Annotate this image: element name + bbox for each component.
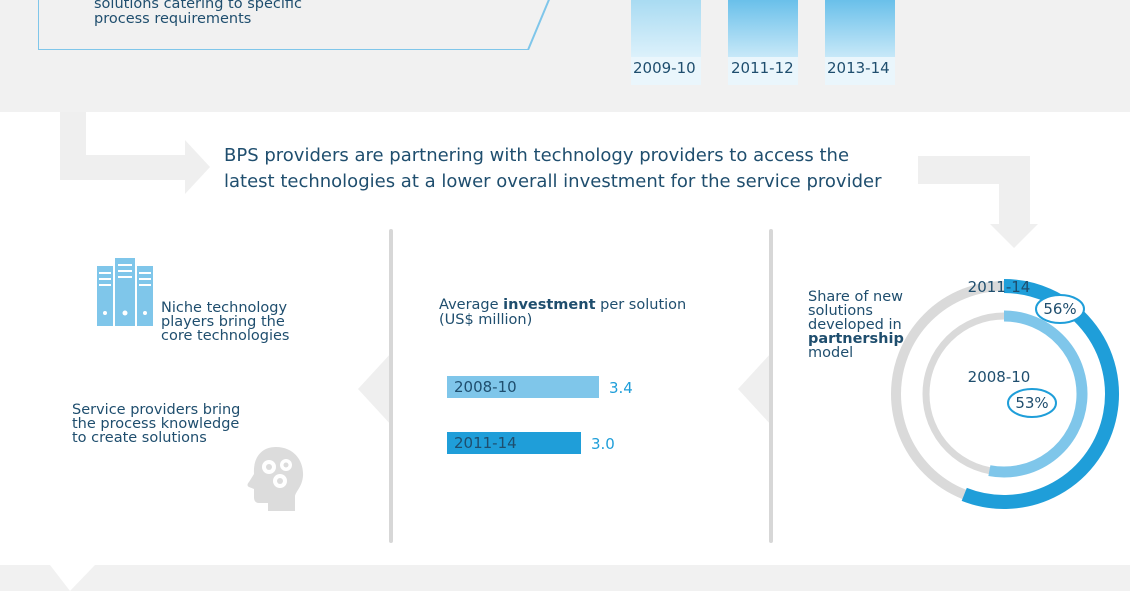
right-flow-arrow-icon	[918, 156, 1038, 248]
investment-title-line2: (US$ million)	[439, 312, 533, 328]
partnership-line4: partnership	[808, 331, 904, 347]
left-flow-arrow-icon	[60, 112, 210, 194]
bar-value-2011-14: 3.0	[591, 435, 615, 453]
year-label-1: 2009-10	[633, 59, 696, 77]
divider-right	[769, 229, 773, 543]
ring-pill-2011-14	[1035, 294, 1085, 324]
divider-left	[389, 229, 393, 543]
partnership-line1: Share of new	[808, 289, 904, 305]
head-gears-icon	[247, 447, 304, 511]
callout-text-line2: process requirements	[94, 11, 252, 27]
service-line1: Service providers bring	[72, 402, 241, 418]
investment-bar-chart: 2008-10 3.4 2011-14 3.0	[447, 376, 727, 466]
partnership-ring-chart: 2011-14 2008-10 56% 53%	[891, 278, 1119, 509]
partnership-line3: developed in	[808, 317, 902, 333]
bar-2008-10: 2008-10	[447, 376, 599, 398]
niche-line2: players bring the	[161, 314, 285, 330]
partnership-line2: solutions	[808, 303, 873, 319]
service-text: Service providers bring the process know…	[72, 402, 241, 446]
investment-title-post: per solution	[595, 297, 687, 313]
ring-value-2008-10: 53%	[1015, 394, 1048, 412]
investment-title-pre: Average	[439, 297, 504, 313]
ring-year-2011-14: 2011-14	[968, 278, 1031, 296]
top-callout-box: solutions catering to specific process r…	[38, 0, 553, 50]
middle-chevron-icon	[738, 352, 772, 426]
investment-title-bold: investment	[503, 297, 596, 313]
headline: BPS providers are partnering with techno…	[224, 143, 881, 195]
niche-line3: core technologies	[161, 328, 290, 344]
server-icon	[97, 258, 153, 326]
niche-line1: Niche technology	[161, 300, 288, 316]
investment-title: Average investment per solution (US$ mil…	[439, 298, 686, 328]
ring-year-2008-10: 2008-10	[968, 368, 1031, 386]
ring-arc-2008-10	[988, 310, 1088, 478]
service-line2: the process knowledge	[72, 416, 240, 432]
year-label-3: 2013-14	[827, 59, 890, 77]
headline-line2: latest technologies at a lower overall i…	[224, 171, 882, 192]
year-label-2: 2011-12	[731, 59, 794, 77]
bar-value-2008-10: 3.4	[609, 379, 633, 397]
headline-line1: BPS providers are partnering with techno…	[224, 145, 850, 166]
left-chevron-icon	[358, 352, 392, 426]
partnership-line4-bold: partnership	[808, 331, 904, 347]
callout-text-line1: solutions catering to specific	[94, 0, 302, 12]
ring-pill-2008-10	[1007, 388, 1057, 418]
flow-arrows	[50, 112, 1038, 591]
investment-title-line1: Average investment per solution	[439, 298, 686, 313]
partnership-label: Share of new solutions developed in part…	[808, 289, 904, 361]
year-column-1	[631, 0, 701, 57]
year-column-2	[728, 0, 798, 57]
year-column-3	[825, 0, 895, 57]
bottom-pointer-icon	[50, 565, 95, 591]
bar-2011-14: 2011-14	[447, 432, 581, 454]
niche-text: Niche technology players bring the core …	[161, 300, 290, 344]
year-columns	[631, 0, 895, 85]
ring-value-2011-14: 56%	[1043, 300, 1076, 318]
partnership-line5: model	[808, 345, 854, 361]
service-line3: to create solutions	[72, 430, 207, 446]
callout-text-years: years	[457, 0, 497, 1]
